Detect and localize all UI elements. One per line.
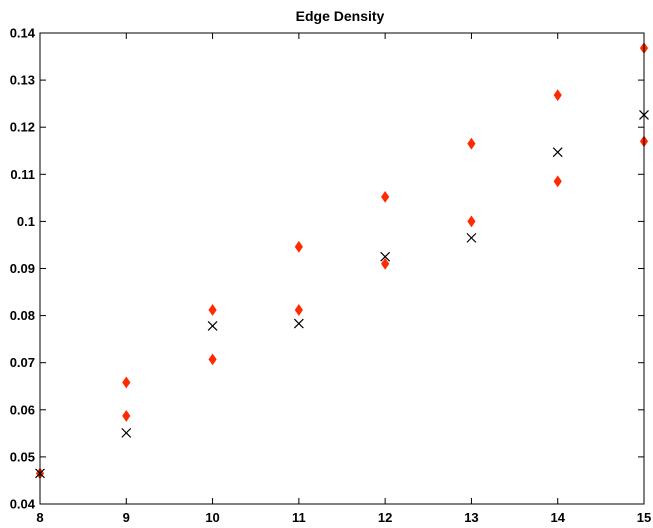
scatter-point-x [207, 321, 218, 331]
y-tick-label: 0.1 [17, 214, 35, 229]
scatter-point-diamond [122, 376, 131, 389]
scatter-point-x [552, 147, 563, 158]
scatter-point-diamond [467, 215, 476, 228]
scatter-point-diamond [122, 410, 131, 422]
scatter-point-diamond [553, 89, 562, 102]
scatter-point-diamond [208, 304, 217, 316]
scatter-point-diamond [294, 240, 303, 253]
scatter-point-x [293, 318, 304, 329]
scatter-point-diamond [553, 175, 562, 188]
scatter-point-x-stroke [121, 427, 132, 438]
x-tick-label: 14 [550, 510, 565, 525]
marks-layer [35, 42, 649, 480]
scatter-point-x-stroke [293, 318, 304, 329]
x-tick-label: 8 [36, 510, 43, 525]
y-tick-label: 0.07 [10, 355, 35, 370]
scatter-point-diamond [381, 257, 390, 270]
y-tick-label: 0.11 [10, 167, 35, 182]
y-tick-label: 0.08 [10, 308, 35, 323]
scatter-point-x [466, 232, 477, 243]
y-tick-label: 0.13 [10, 73, 35, 88]
scatter-point-diamond [208, 353, 217, 366]
scatter-point-x-stroke [552, 147, 563, 158]
y-tick-label: 0.06 [10, 402, 35, 417]
y-tick-label: 0.12 [10, 120, 35, 135]
x-tick-label: 12 [378, 510, 392, 525]
y-tick-label: 0.05 [10, 449, 35, 464]
scatter-point-x-stroke [466, 232, 477, 243]
scatter-point-x [121, 427, 132, 438]
x-tick-label: 9 [123, 510, 130, 525]
plot-frame [39, 32, 645, 505]
chart-title: Edge Density [296, 8, 385, 24]
ticks-layer: 8 9 10 11 12 13 14 15 0.04 0.05 0.06 0.07 0.08 0.09 0.… [10, 26, 652, 526]
scatter-point-x-stroke [380, 251, 391, 262]
scatter-point-diamond [294, 304, 303, 316]
x-tick-label: 10 [205, 510, 219, 525]
x-tick-label: 15 [637, 510, 651, 525]
scatter-point-diamond [467, 137, 476, 150]
scatter-point-diamond [381, 191, 390, 203]
x-tick-label: 11 [292, 510, 306, 525]
y-tick-label: 0.09 [10, 261, 35, 276]
y-tick-label: 0.04 [10, 497, 36, 512]
y-tick-label: 0.14 [10, 26, 36, 41]
x-tick-label: 13 [464, 510, 478, 525]
scatter-point-x-stroke [207, 321, 218, 331]
scatter-point-x [380, 251, 391, 262]
